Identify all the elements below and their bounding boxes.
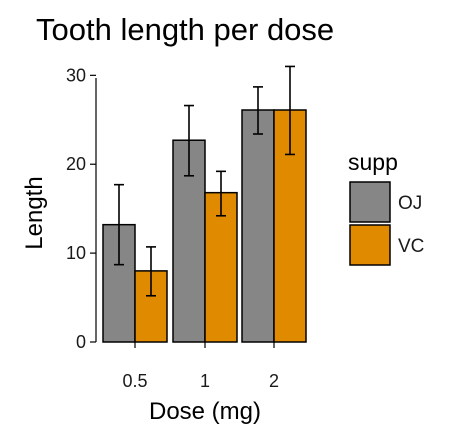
- error-bar-oj-1: [184, 104, 194, 177]
- x-tick-label: 1: [200, 371, 210, 391]
- y-tick-label: 30: [66, 65, 86, 85]
- legend-key-oj: [349, 181, 391, 223]
- y-tick-label: 20: [66, 154, 86, 174]
- y-axis-title: Length: [21, 176, 48, 249]
- bar-oj-2: [241, 109, 275, 343]
- error-bar-oj-2: [253, 86, 263, 135]
- x-axis: 0.5 1 2: [122, 342, 279, 391]
- y-tick-label: 10: [66, 243, 86, 263]
- error-bar-oj-0.5: [114, 183, 124, 266]
- error-bar-vc-1: [216, 170, 226, 217]
- chart-title: Tooth length per dose: [36, 12, 334, 47]
- x-tick-label: 0.5: [122, 371, 147, 391]
- plot-area: [102, 65, 307, 343]
- x-axis-title: Dose (mg): [149, 398, 261, 425]
- legend-label-vc: VC: [398, 236, 424, 257]
- legend-label-oj: OJ: [398, 193, 422, 214]
- x-tick-label: 2: [269, 371, 279, 391]
- legend-key-vc: [349, 224, 391, 266]
- error-bar-vc-2: [285, 65, 295, 156]
- error-bar-vc-0.5: [146, 246, 156, 297]
- legend: supp OJ VC: [348, 149, 424, 266]
- y-axis: 0 10 20 30: [66, 65, 96, 352]
- legend-title: supp: [348, 149, 398, 175]
- y-tick-label: 0: [76, 332, 86, 352]
